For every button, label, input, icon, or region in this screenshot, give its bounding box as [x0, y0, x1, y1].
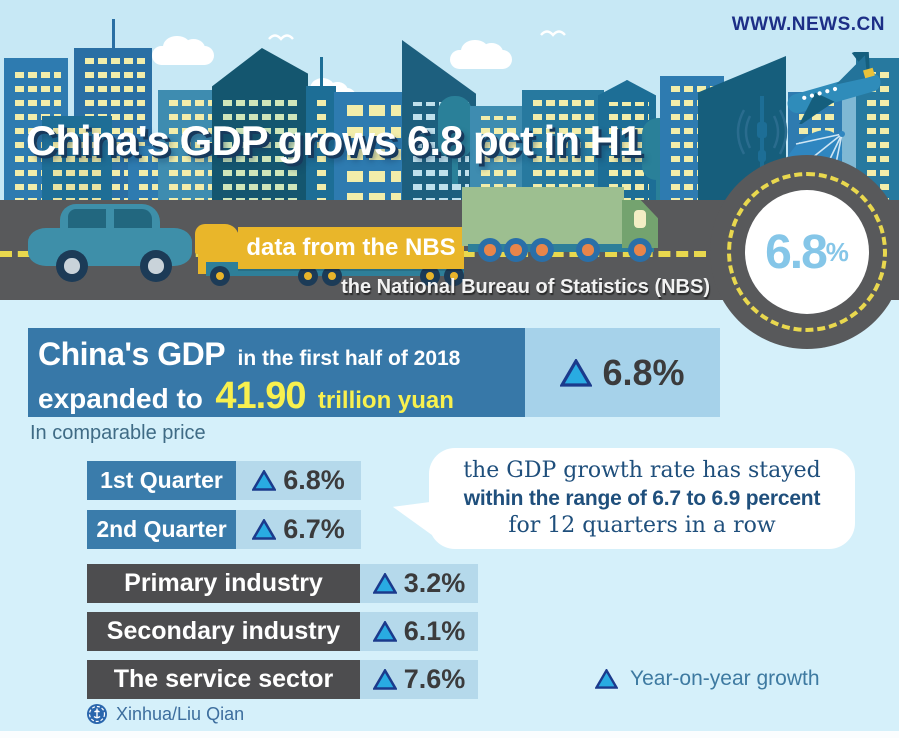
triangle-up-icon — [252, 470, 277, 491]
tree-icon — [438, 96, 472, 184]
triangle-up-icon — [372, 621, 397, 642]
industry-label: Secondary industry — [87, 612, 360, 651]
green-truck-chassis — [468, 244, 654, 252]
building — [158, 90, 222, 208]
green-truck-window — [634, 210, 646, 228]
gdp-panel-growth: 6.8% — [525, 328, 720, 417]
road-caption: the National Bureau of Statistics (NBS) — [341, 276, 710, 298]
building — [42, 116, 112, 208]
gdp-heading: China's GDP — [38, 336, 226, 372]
industry-row: Primary industry 3.2% — [87, 564, 478, 603]
truck-cab — [195, 224, 239, 254]
growth-circle: 6.8% — [710, 155, 899, 349]
gdp-heading-sub: in the first half of 2018 — [237, 347, 461, 370]
airplane-icon — [787, 52, 881, 124]
comparable-price-note: In comparable price — [30, 422, 206, 444]
quarter-value: 6.8% — [283, 465, 345, 495]
gdp-line2-prefix: expanded to — [38, 383, 203, 414]
gdp-amount: 41.90 — [215, 375, 306, 417]
bird-icon — [540, 30, 566, 37]
industry-row: Secondary industry 6.1% — [87, 612, 478, 651]
bubble-line-3: for 12 quarters in a row — [508, 513, 776, 539]
building — [334, 92, 408, 208]
circle-value: 6.8 — [765, 225, 828, 279]
cloud-icon — [152, 35, 214, 65]
gdp-growth-value: 6.8% — [602, 351, 685, 393]
industry-label: Primary industry — [87, 564, 360, 603]
triangle-up-icon — [372, 573, 397, 594]
industry-label: The service sector — [87, 660, 360, 699]
circle-percent-sign: % — [825, 236, 849, 267]
building — [598, 80, 656, 208]
industry-value: 7.6% — [403, 664, 466, 694]
speech-bubble: the GDP growth rate has stayed within th… — [429, 448, 855, 549]
credit-label: Xinhua/Liu Qian — [116, 703, 245, 724]
cloud-icon — [450, 39, 512, 69]
legend: Year-on-year growth — [595, 667, 820, 691]
quarter-row: 2nd Quarter 6.7% — [87, 510, 361, 549]
site-link[interactable]: WWW.NEWS.CN — [731, 14, 885, 35]
triangle-up-icon — [252, 519, 277, 540]
green-truck-trailer — [462, 187, 624, 246]
gdp-panel-left: China's GDP in the first half of 2018 ex… — [28, 328, 525, 417]
industry-value: 3.2% — [403, 568, 466, 598]
bubble-line-2: within the range of 6.7 to 6.9 percent — [463, 486, 821, 510]
gdp-panel: China's GDP in the first half of 2018 ex… — [28, 328, 720, 417]
industry-row: The service sector 7.6% — [87, 660, 478, 699]
quarter-value: 6.7% — [283, 514, 345, 544]
triangle-up-icon — [595, 669, 618, 689]
quarter-label: 1st Quarter — [87, 461, 236, 500]
bottom-border — [0, 731, 899, 738]
quarter-row: 1st Quarter 6.8% — [87, 461, 361, 500]
building — [306, 57, 336, 208]
industry-value: 6.1% — [403, 616, 466, 646]
bird-icon — [268, 34, 294, 41]
triangle-up-icon — [372, 669, 397, 690]
bubble-line-1: the GDP growth rate has stayed — [463, 458, 821, 484]
circle-dashed-line — [727, 172, 887, 332]
nbs-banner: data from the NBS — [238, 227, 464, 269]
radio-tower-icon — [736, 96, 788, 218]
xinhua-logo-icon — [87, 704, 107, 724]
legend-label: Year-on-year growth — [630, 667, 820, 690]
triangle-up-icon — [560, 358, 593, 387]
car-illustration — [28, 204, 194, 284]
building — [212, 48, 308, 208]
gdp-amount-unit: trillion yuan — [317, 387, 454, 414]
page-title: China's GDP grows 6.8 pct in H1 — [26, 117, 642, 164]
quarter-label: 2nd Quarter — [87, 510, 236, 549]
credit: Xinhua/Liu Qian — [86, 703, 244, 725]
